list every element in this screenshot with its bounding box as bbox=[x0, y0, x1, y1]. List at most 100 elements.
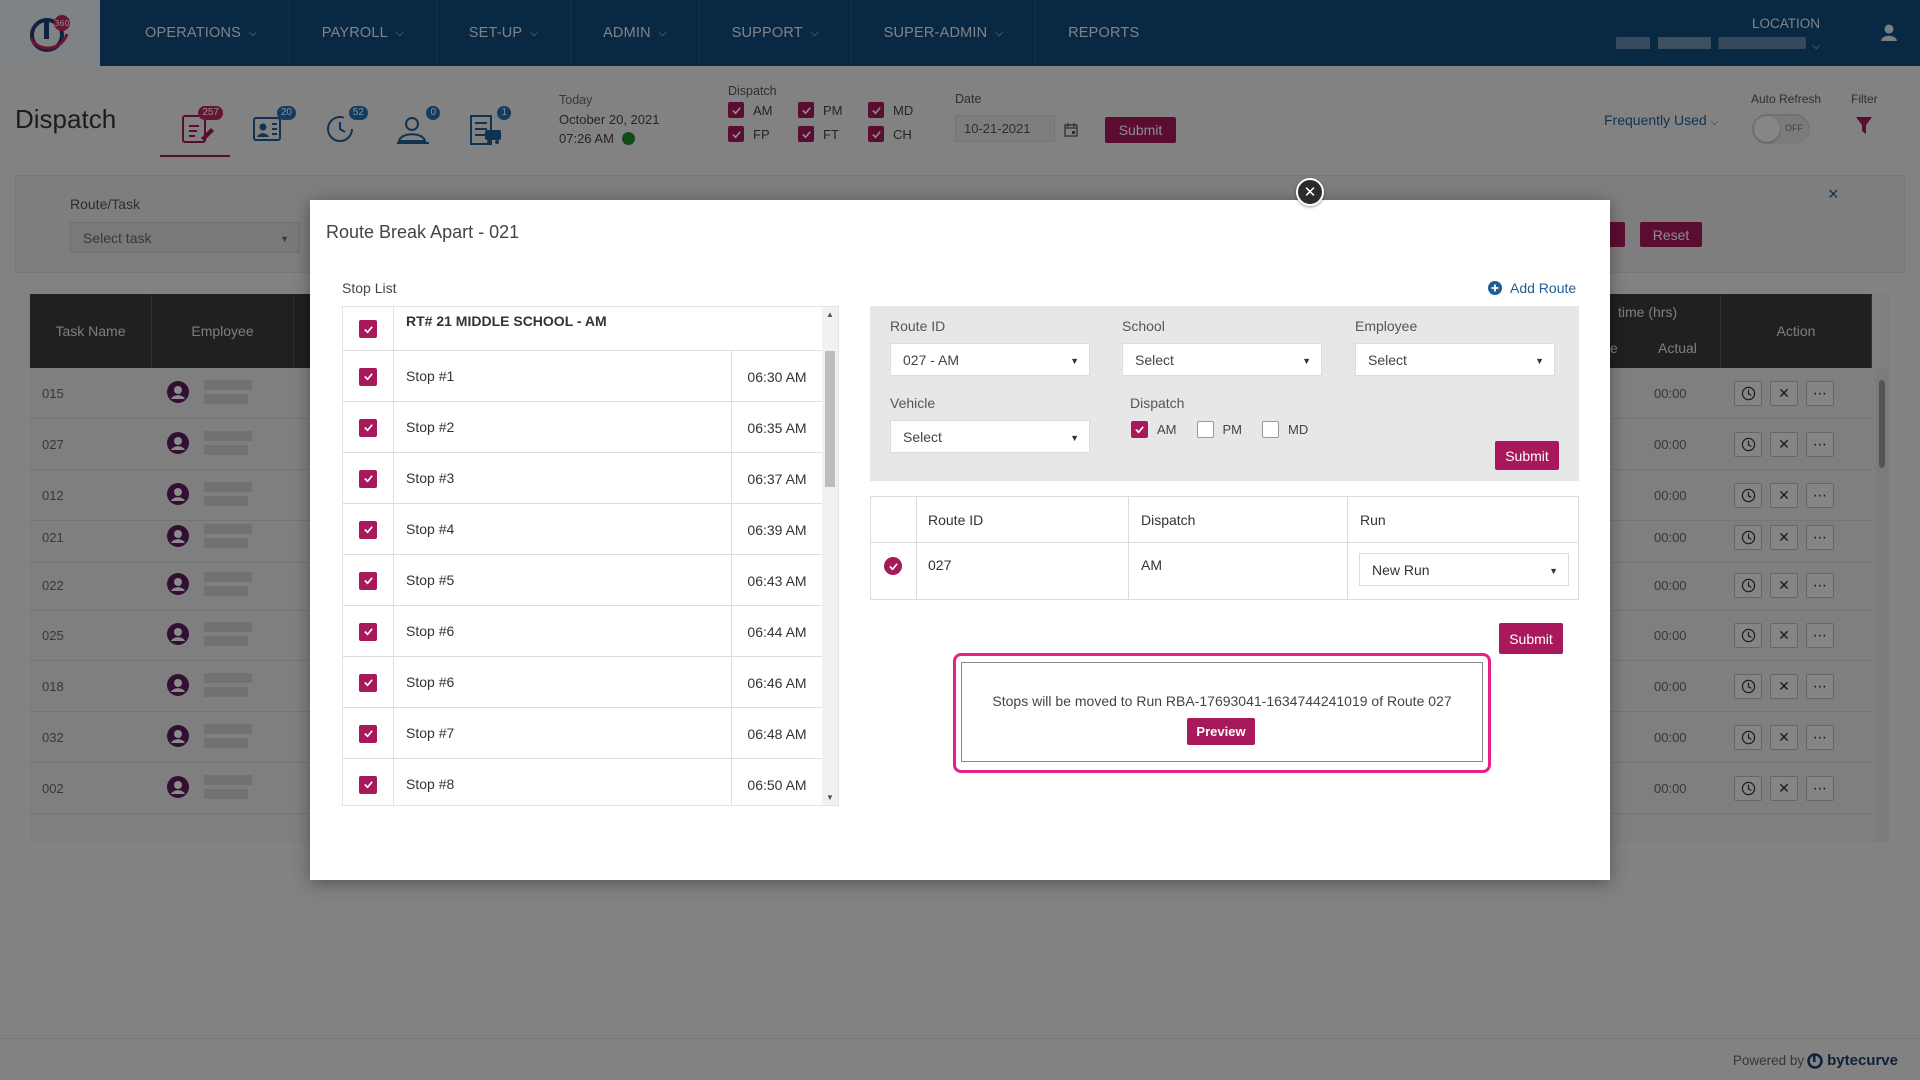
dispatch-checkbox-ft[interactable]: FT bbox=[798, 126, 868, 142]
clock-icon bbox=[1741, 628, 1755, 643]
apply-filter-button[interactable] bbox=[1609, 222, 1625, 247]
route-id-select[interactable]: 027 - AM ▼ bbox=[890, 343, 1090, 376]
table-row[interactable]: 032 00:00 ✕ ⋯ bbox=[30, 712, 1872, 763]
cancel-action-button[interactable]: ✕ bbox=[1770, 483, 1798, 508]
select-all-checkbox[interactable] bbox=[359, 320, 377, 338]
more-action-button[interactable]: ⋯ bbox=[1806, 725, 1834, 750]
plus-circle-icon bbox=[1488, 281, 1502, 295]
cancel-action-button[interactable]: ✕ bbox=[1770, 573, 1798, 598]
calendar-icon[interactable] bbox=[1063, 122, 1079, 138]
clock-action-button[interactable] bbox=[1734, 623, 1762, 648]
add-route-link[interactable]: Add Route bbox=[1488, 280, 1576, 296]
more-action-button[interactable]: ⋯ bbox=[1806, 525, 1834, 550]
cancel-action-button[interactable]: ✕ bbox=[1770, 432, 1798, 457]
more-action-button[interactable]: ⋯ bbox=[1806, 776, 1834, 801]
stop-checkbox[interactable] bbox=[359, 571, 377, 590]
dispatch-checkbox-am[interactable]: AM bbox=[728, 102, 798, 118]
checkbox-unchecked-icon bbox=[1262, 421, 1279, 438]
more-action-button[interactable]: ⋯ bbox=[1806, 381, 1834, 406]
more-action-button[interactable]: ⋯ bbox=[1806, 674, 1834, 699]
cancel-action-button[interactable]: ✕ bbox=[1770, 776, 1798, 801]
preview-button[interactable]: Preview bbox=[1187, 718, 1255, 745]
scrollbar-thumb[interactable] bbox=[825, 351, 835, 487]
dispatch-checkbox-ch[interactable]: CH bbox=[868, 126, 938, 142]
clock-action-button[interactable] bbox=[1734, 432, 1762, 457]
employee-select[interactable]: Select ▼ bbox=[1355, 343, 1555, 376]
clock-action-button[interactable] bbox=[1734, 483, 1762, 508]
run-select[interactable]: New Run ▼ bbox=[1359, 553, 1569, 586]
dispatch-checkbox-md[interactable]: MD bbox=[868, 102, 938, 118]
form-dispatch-checkbox-md[interactable]: MD bbox=[1262, 421, 1308, 438]
dispatch-tab-timers[interactable]: 52 bbox=[322, 106, 368, 148]
nav-support[interactable]: SUPPORT ⌵ bbox=[700, 0, 852, 66]
more-action-button[interactable]: ⋯ bbox=[1806, 432, 1834, 457]
dispatch-tab-vehicles[interactable]: 1 bbox=[465, 106, 511, 148]
dispatch-tab-drivers[interactable]: 0 bbox=[394, 106, 440, 148]
cancel-action-button[interactable]: ✕ bbox=[1770, 623, 1798, 648]
stop-checkbox[interactable] bbox=[359, 775, 377, 794]
table-scrollbar[interactable] bbox=[1876, 368, 1888, 842]
form-dispatch-checkbox-am[interactable]: AM bbox=[1131, 421, 1177, 438]
clock-action-button[interactable] bbox=[1734, 525, 1762, 550]
more-action-button[interactable]: ⋯ bbox=[1806, 483, 1834, 508]
route-task-select[interactable]: Select task ▼ bbox=[70, 222, 300, 253]
employee-name-redacted bbox=[204, 724, 252, 734]
app-logo[interactable]: 360 bbox=[0, 0, 100, 66]
clock-action-button[interactable] bbox=[1734, 776, 1762, 801]
dispatch-tab-tasks[interactable]: 257 bbox=[177, 106, 223, 148]
nav-payroll[interactable]: PAYROLL ⌵ bbox=[290, 0, 437, 66]
nav-operations[interactable]: OPERATIONS ⌵ bbox=[100, 0, 290, 66]
stop-checkbox[interactable] bbox=[359, 673, 377, 692]
auto-refresh-toggle[interactable]: OFF bbox=[1752, 114, 1810, 144]
scroll-up-arrow-icon[interactable]: ▲ bbox=[826, 310, 834, 319]
user-account-icon[interactable] bbox=[1878, 22, 1900, 44]
stop-checkbox[interactable] bbox=[359, 724, 377, 743]
actual-time-cell: 00:00 bbox=[1654, 386, 1687, 401]
actual-time-cell: 00:00 bbox=[1654, 578, 1687, 593]
cancel-action-button[interactable]: ✕ bbox=[1770, 674, 1798, 699]
drivers-count-badge: 0 bbox=[426, 106, 440, 120]
cancel-action-button[interactable]: ✕ bbox=[1770, 525, 1798, 550]
scrollbar-thumb[interactable] bbox=[1879, 380, 1885, 468]
clock-action-button[interactable] bbox=[1734, 573, 1762, 598]
cancel-action-button[interactable]: ✕ bbox=[1770, 725, 1798, 750]
close-modal-icon[interactable]: ✕ bbox=[1296, 178, 1324, 206]
stop-checkbox[interactable] bbox=[359, 622, 377, 641]
stop-checkbox[interactable] bbox=[359, 520, 377, 539]
clock-action-button[interactable] bbox=[1734, 674, 1762, 699]
dispatch-checkbox-pm[interactable]: PM bbox=[798, 102, 868, 118]
nav-admin[interactable]: ADMIN ⌵ bbox=[571, 0, 700, 66]
scroll-down-arrow-icon[interactable]: ▼ bbox=[826, 793, 834, 802]
vehicle-select[interactable]: Select ▼ bbox=[890, 420, 1090, 453]
nav-reports[interactable]: REPORTS bbox=[1068, 25, 1140, 41]
route-submit-button[interactable]: Submit bbox=[1499, 623, 1563, 654]
clock-action-button[interactable] bbox=[1734, 381, 1762, 406]
stop-time: 06:48 AM bbox=[731, 708, 822, 759]
stop-checkbox[interactable] bbox=[359, 367, 377, 386]
close-filter-icon[interactable]: × bbox=[1828, 184, 1839, 204]
school-select[interactable]: Select ▼ bbox=[1122, 343, 1322, 376]
location-selector[interactable]: LOCATION ⌵ bbox=[1616, 16, 1820, 52]
frequently-used-dropdown[interactable]: Frequently Used ⌵ bbox=[1604, 112, 1719, 128]
nav-super-admin[interactable]: SUPER-ADMIN ⌵ bbox=[852, 0, 1037, 66]
date-submit-button[interactable]: Submit bbox=[1105, 117, 1176, 143]
stop-checkbox[interactable] bbox=[359, 469, 377, 488]
form-dispatch-checkbox-pm[interactable]: PM bbox=[1196, 421, 1242, 438]
dispatch-checkbox-fp[interactable]: FP bbox=[728, 126, 798, 142]
date-input[interactable]: 10-21-2021 bbox=[955, 115, 1055, 142]
more-action-button[interactable]: ⋯ bbox=[1806, 573, 1834, 598]
clock-action-button[interactable] bbox=[1734, 725, 1762, 750]
more-dots-icon: ⋯ bbox=[1813, 678, 1827, 694]
filter-control[interactable]: Filter bbox=[1851, 92, 1878, 136]
stop-list-scrollbar[interactable]: ▲ ▼ bbox=[822, 307, 838, 805]
form-submit-button[interactable]: Submit bbox=[1495, 441, 1559, 470]
dispatch-tab-routes[interactable]: 20 bbox=[250, 106, 296, 148]
toggle-state-label: OFF bbox=[1785, 123, 1803, 133]
reset-button[interactable]: Reset bbox=[1640, 222, 1702, 247]
cancel-action-button[interactable]: ✕ bbox=[1770, 381, 1798, 406]
nav-setup[interactable]: SET-UP ⌵ bbox=[437, 0, 572, 66]
stop-checkbox[interactable] bbox=[359, 418, 377, 437]
row-selected-check-icon[interactable] bbox=[884, 557, 902, 575]
table-row: 027 AM New Run ▼ bbox=[871, 543, 1578, 599]
more-action-button[interactable]: ⋯ bbox=[1806, 623, 1834, 648]
